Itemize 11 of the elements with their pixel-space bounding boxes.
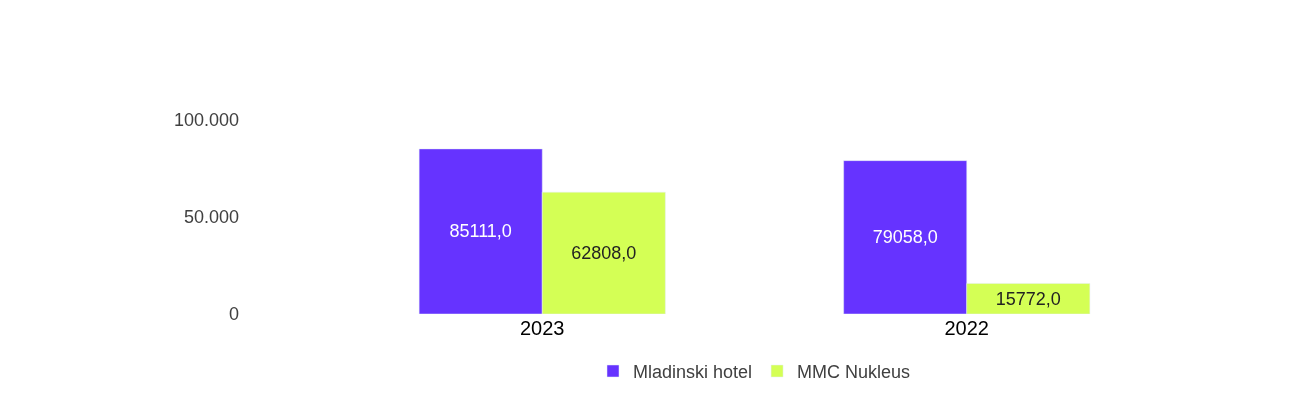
- legend-label: MMC Nukleus: [797, 362, 911, 383]
- data-label: 79058,0: [872, 227, 938, 248]
- data-label: 62808,0: [571, 243, 637, 264]
- y-tick-label: 50.000: [183, 207, 239, 228]
- legend-label: Mladinski hotel: [633, 362, 753, 383]
- data-label: 15772,0: [995, 288, 1061, 309]
- data-label: 85111,0: [449, 221, 512, 242]
- x-tick-label: 2023: [520, 317, 565, 339]
- y-tick-label: 100.000: [173, 110, 239, 131]
- x-tick-label: 2022: [944, 317, 989, 339]
- y-tick-label: 0: [228, 304, 239, 325]
